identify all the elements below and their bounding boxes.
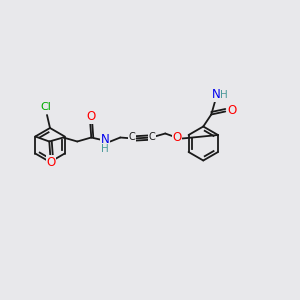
- Text: C: C: [129, 133, 136, 142]
- Text: O: O: [173, 131, 182, 144]
- Text: N: N: [212, 88, 221, 101]
- Text: N: N: [101, 133, 110, 146]
- Text: O: O: [87, 110, 96, 123]
- Text: O: O: [47, 156, 56, 169]
- Text: H: H: [220, 89, 228, 100]
- Text: C: C: [149, 131, 156, 142]
- Text: Cl: Cl: [40, 102, 51, 112]
- Text: O: O: [228, 104, 237, 117]
- Text: H: H: [101, 143, 109, 154]
